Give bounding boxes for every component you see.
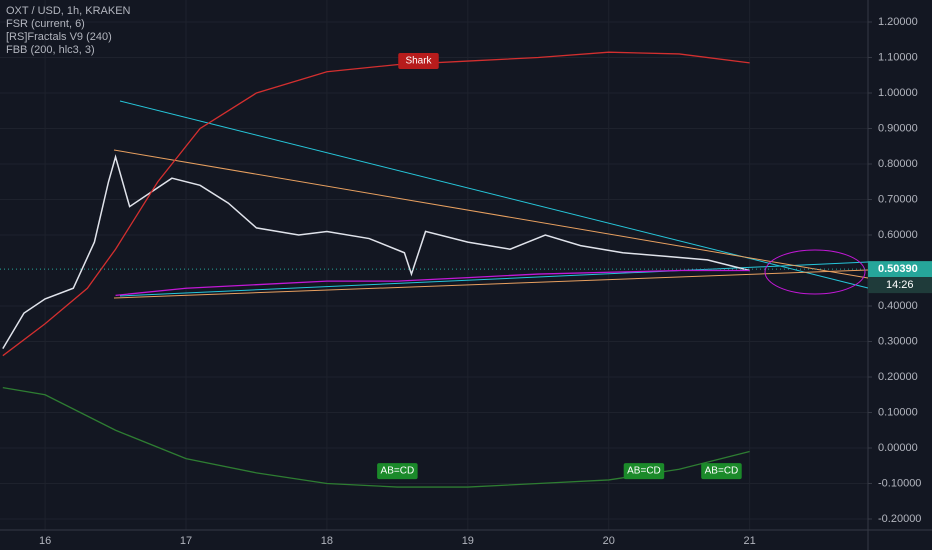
annotation-box	[377, 463, 418, 480]
grid	[0, 0, 868, 530]
x-tick-label: 19	[462, 535, 474, 547]
indicator-label: FBB (200, hlc3, 3)	[6, 44, 95, 56]
indicator-label: FSR (current, 6)	[6, 18, 85, 30]
y-tick-label: 1.10000	[878, 51, 918, 63]
annotation-label: Shark	[405, 56, 432, 67]
y-tick-label: 0.80000	[878, 158, 918, 170]
y-tick-label: 0.70000	[878, 193, 918, 205]
series-line	[115, 269, 750, 296]
y-tick-label: 1.00000	[878, 87, 918, 99]
series-line	[2, 387, 750, 488]
x-tick-label: 17	[180, 535, 192, 547]
annotation-label: AB=CD	[705, 466, 739, 477]
y-tick-label: 0.40000	[878, 300, 918, 312]
y-tick-label: 0.30000	[878, 335, 918, 347]
trendline	[119, 261, 869, 297]
series-line	[2, 154, 750, 349]
trendline	[113, 269, 869, 299]
y-tick-label: 0.90000	[878, 122, 918, 134]
last-price-tag	[868, 261, 932, 278]
series-line	[2, 51, 750, 357]
x-tick-label: 18	[321, 535, 333, 547]
y-tick-label: 0.00000	[878, 442, 918, 454]
countdown-label: 14:26	[886, 279, 914, 291]
chart-title: OXT / USD, 1h, KRAKEN	[6, 5, 131, 17]
last-price-label: 0.50390	[878, 263, 918, 275]
y-tick-label: 0.10000	[878, 406, 918, 418]
x-tick-label: 21	[744, 535, 756, 547]
annotation-label: AB=CD	[381, 466, 415, 477]
annotation-box	[701, 463, 742, 480]
y-tick-label: -0.20000	[878, 513, 921, 525]
indicator-label: [RS]Fractals V9 (240)	[6, 31, 112, 43]
y-tick-label: 1.20000	[878, 16, 918, 28]
x-tick-label: 20	[603, 535, 615, 547]
y-tick-label: 0.20000	[878, 371, 918, 383]
annotation-label: AB=CD	[627, 466, 661, 477]
countdown-tag	[868, 277, 932, 294]
trendline	[113, 149, 869, 279]
y-tick-label: -0.10000	[878, 477, 921, 489]
annotation-box	[623, 463, 665, 480]
x-tick-label: 16	[39, 535, 51, 547]
trendlines	[113, 100, 869, 299]
ellipse-drawing	[764, 249, 866, 295]
y-tick-label: 0.60000	[878, 229, 918, 241]
annotation-box	[398, 53, 439, 70]
